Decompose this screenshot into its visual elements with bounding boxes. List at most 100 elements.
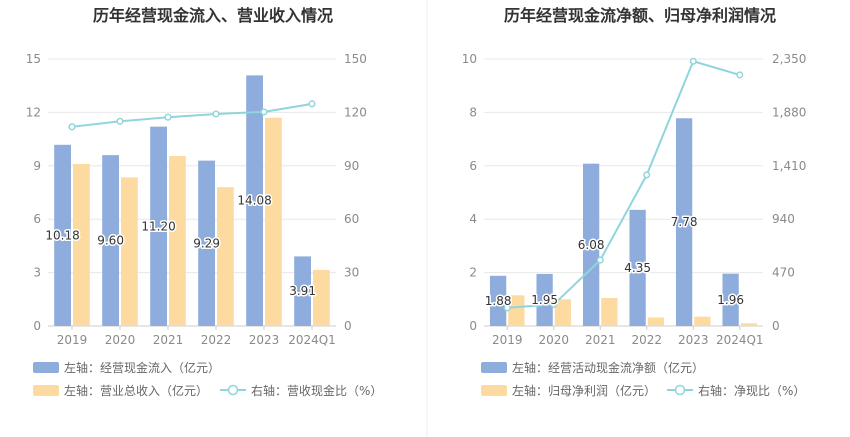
- bar-data-label: 3.91: [289, 284, 316, 298]
- chart-left: 历年经营现金流入、营业收入情况 0 0 3 30 6 60 9 90 12 120 15 150 201…: [26, 6, 383, 398]
- legend-swatch-net-cash-ratio-marker: [674, 384, 686, 396]
- legend-label-cash-inflow: 左轴：经营现金流入（亿元）: [64, 360, 220, 375]
- y-right-tick-label: 150: [344, 52, 367, 66]
- chart-title: 历年经营现金流入、营业收入情况: [93, 6, 333, 25]
- bar-secondary: [740, 323, 758, 326]
- x-tick-label: 2023: [249, 333, 280, 347]
- bar-primary: [294, 256, 311, 326]
- bar-primary: [675, 118, 693, 326]
- bar-data-label: 1.88: [485, 294, 512, 308]
- y-left-tick-label: 2: [469, 266, 477, 280]
- bar-primary: [629, 209, 646, 326]
- bar-primary: [198, 160, 215, 326]
- y-left-tick-label: 0: [33, 319, 41, 333]
- x-tick-label: 2020: [538, 333, 569, 347]
- y-right-tick-label: 1,880: [772, 105, 806, 119]
- bar-data-label: 1.96: [717, 293, 744, 307]
- ratio-line: [507, 60, 741, 309]
- bar-secondary: [647, 317, 665, 326]
- plot-area: 0 0 3 30 6 60 9 90 12 120 15 150 2019 2020 2021 2022 202…: [26, 52, 367, 347]
- y-right-tick-label: 60: [344, 212, 359, 226]
- legend-swatch-cash-ratio-marker: [227, 384, 239, 396]
- legend-label-revenue: 左轴：营业总收入（亿元）: [64, 383, 208, 398]
- bar-data-label: 4.35: [624, 261, 651, 275]
- bar-primary: [150, 126, 167, 326]
- ratio-line: [71, 102, 313, 128]
- y-right-tick-label: 30: [344, 266, 359, 280]
- legend-swatch-cash-inflow: [33, 362, 59, 373]
- bar-secondary: [265, 117, 282, 327]
- ratio-point: [596, 256, 604, 264]
- legend-swatch-net-profit: [481, 385, 507, 396]
- plot-area: 0 0 2 470 4 940 6 1,410 8 1,880 10 2,350 2019 2020 202…: [462, 52, 807, 347]
- chart-right: 历年经营现金流净额、归母净利润情况 0 0 2 470 4 940 6 1,410 8 1,880…: [462, 6, 807, 398]
- y-right-tick-label: 940: [772, 212, 795, 226]
- bar-primary: [536, 273, 553, 326]
- bar-data-label: 10.18: [45, 228, 79, 242]
- y-right-tick-label: 470: [772, 266, 795, 280]
- ratio-point: [68, 123, 76, 131]
- x-tick-label: 2024Q1: [716, 333, 764, 347]
- ratio-point: [260, 108, 268, 116]
- bar-data-label: 14.08: [237, 194, 271, 208]
- x-tick-label: 2023: [678, 333, 709, 347]
- bar-secondary: [694, 316, 711, 326]
- y-right-tick-label: 0: [772, 319, 780, 333]
- bar-data-label: 7.78: [671, 215, 698, 229]
- y-right-tick-label: 0: [344, 319, 352, 333]
- ratio-point: [689, 57, 697, 65]
- y-left-tick-label: 8: [469, 105, 477, 119]
- y-left-tick-label: 15: [26, 52, 41, 66]
- y-left-tick-label: 10: [462, 52, 477, 66]
- ratio-point: [503, 304, 511, 312]
- ratio-point: [643, 171, 651, 179]
- bar-secondary: [121, 177, 138, 326]
- legend-label-cash-ratio: 右轴：营收现金比（%）: [251, 383, 382, 398]
- chart-title: 历年经营现金流净额、归母净利润情况: [504, 6, 776, 25]
- x-tick-label: 2022: [201, 333, 232, 347]
- legend-swatch-revenue: [33, 385, 59, 396]
- bar-secondary: [508, 295, 525, 326]
- y-right-tick-label: 90: [344, 159, 359, 173]
- ratio-point: [308, 100, 316, 108]
- legend-label-net-profit: 左轴：归母净利润（亿元）: [512, 383, 656, 398]
- y-left-tick-label: 3: [33, 266, 41, 280]
- bar-secondary: [554, 299, 572, 326]
- y-left-tick-label: 4: [469, 212, 477, 226]
- bar-secondary: [313, 269, 330, 326]
- legend-label-net-cash-flow: 左轴：经营活动现金流净额（亿元）: [512, 360, 704, 375]
- bar-secondary: [217, 187, 234, 326]
- x-tick-label: 2019: [492, 333, 523, 347]
- y-right-tick-label: 1,410: [772, 159, 806, 173]
- bar-primary: [102, 155, 119, 326]
- legend: 左轴：经营现金流入（亿元） 左轴：营业总收入（亿元） 右轴：营收现金比（%）: [33, 360, 382, 398]
- bar-primary: [722, 273, 739, 326]
- bar-data-label: 9.29: [193, 236, 220, 250]
- bar-primary: [489, 275, 507, 326]
- bar-secondary: [73, 164, 90, 326]
- y-left-tick-label: 12: [26, 105, 41, 119]
- ratio-point: [736, 71, 744, 79]
- ratio-point: [164, 113, 172, 121]
- bar-secondary: [169, 156, 186, 326]
- y-left-tick-label: 6: [33, 212, 41, 226]
- x-tick-label: 2022: [631, 333, 662, 347]
- y-left-tick-label: 6: [469, 159, 477, 173]
- y-right-tick-label: 2,350: [772, 52, 806, 66]
- x-tick-label: 2020: [105, 333, 136, 347]
- x-tick-label: 2024Q1: [288, 333, 336, 347]
- bar-primary: [582, 163, 600, 326]
- bar-data-label: 9.60: [97, 234, 124, 248]
- x-tick-label: 2019: [57, 333, 88, 347]
- bar-primary: [54, 144, 71, 326]
- bar-data-label: 11.20: [141, 219, 175, 233]
- y-right-tick-label: 120: [344, 105, 367, 119]
- x-tick-label: 2021: [585, 333, 616, 347]
- ratio-point: [116, 117, 124, 125]
- y-left-tick-label: 9: [33, 159, 41, 173]
- bar-data-label: 6.08: [578, 238, 605, 252]
- legend: 左轴：经营活动现金流净额（亿元） 左轴：归母净利润（亿元） 右轴：净现比（%）: [481, 360, 805, 398]
- legend-label-net-cash-ratio: 右轴：净现比（%）: [698, 383, 805, 398]
- bar-secondary: [601, 297, 618, 326]
